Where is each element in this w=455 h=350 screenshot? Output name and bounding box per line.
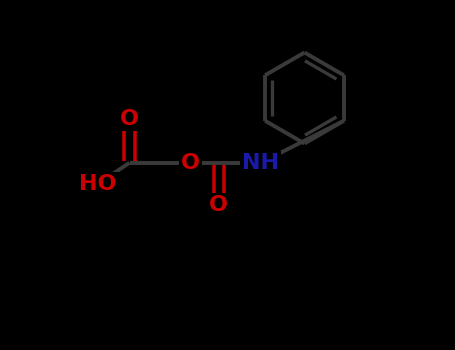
Text: NH: NH	[242, 153, 279, 173]
Text: O: O	[181, 153, 200, 173]
Text: O: O	[120, 109, 139, 129]
Text: O: O	[209, 195, 228, 215]
Text: HO: HO	[79, 174, 117, 194]
